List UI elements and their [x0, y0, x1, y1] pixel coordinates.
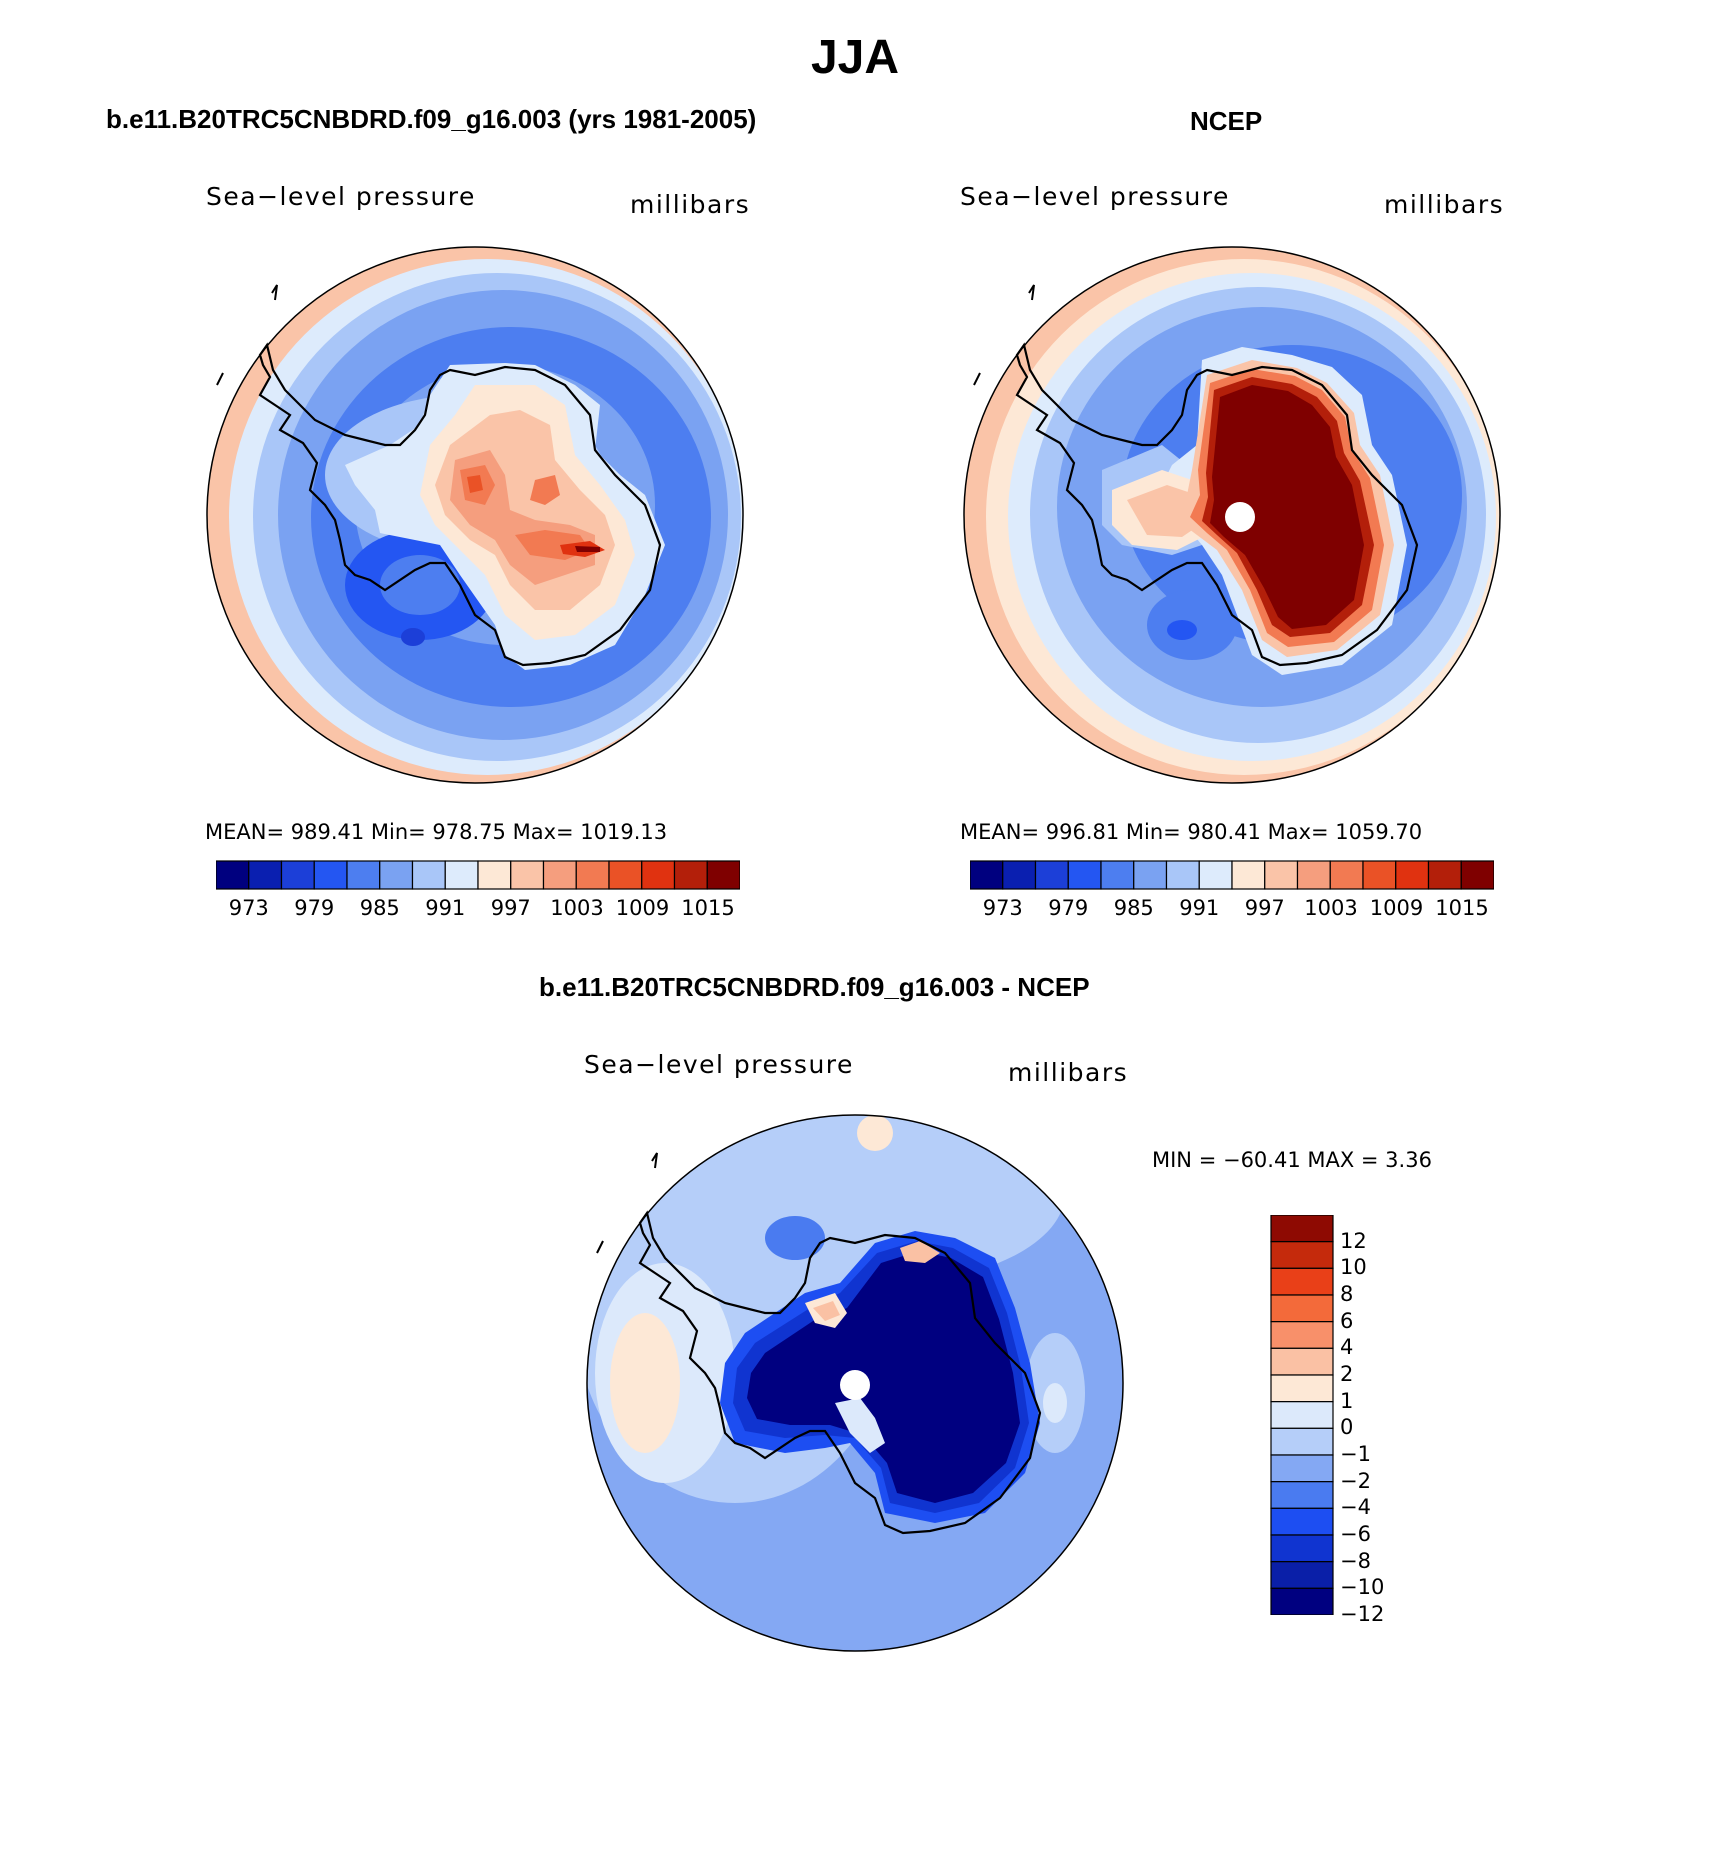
colorbar-swatch	[216, 860, 250, 890]
colorbar-tick-label: 985	[1113, 896, 1154, 920]
colorbar-tick-label: 973	[228, 896, 269, 920]
colorbar-swatch	[1067, 860, 1102, 890]
colorbar-tick-label: 1	[1340, 1388, 1354, 1413]
colorbar-tick-label: −4	[1340, 1495, 1371, 1520]
obs-units-label: millibars	[1384, 190, 1505, 219]
colorbar-tick-label: 1015	[1435, 896, 1489, 920]
colorbar-tick-label: −1	[1340, 1442, 1371, 1466]
colorbar-tick-label: 1015	[681, 896, 735, 920]
model-variable-label: Sea−level pressure	[206, 182, 476, 211]
colorbar-tick-label: −6	[1340, 1522, 1371, 1546]
colorbar-swatch	[1270, 1561, 1334, 1589]
colorbar-swatch	[1198, 860, 1233, 890]
colorbar-swatch	[706, 860, 740, 890]
colorbar-swatch	[1231, 860, 1266, 890]
model-map	[206, 246, 744, 784]
colorbar-swatch	[477, 860, 512, 890]
model-stats: MEAN= 989.41 Min= 978.75 Max= 1019.13	[205, 820, 668, 844]
colorbar-swatch	[510, 860, 545, 890]
page-title: JJA	[810, 31, 900, 84]
colorbar-swatch	[1133, 860, 1168, 890]
diff-colorbar	[1270, 1215, 1334, 1615]
model-colorbar	[216, 860, 740, 890]
colorbar-swatch	[444, 860, 479, 890]
colorbar-swatch	[1034, 860, 1069, 890]
colorbar-tick-label: 997	[1244, 896, 1285, 920]
colorbar-swatch	[575, 860, 610, 890]
colorbar-swatch	[346, 860, 381, 890]
colorbar-swatch	[1270, 1534, 1334, 1563]
diff-units-label: millibars	[1008, 1058, 1129, 1087]
colorbar-swatch	[970, 860, 1004, 890]
colorbar-tick-label: 973	[982, 896, 1023, 920]
colorbar-swatch	[280, 860, 315, 890]
colorbar-tick-label: 1009	[615, 896, 670, 920]
obs-panel-title: NCEP	[1190, 106, 1263, 136]
colorbar-swatch	[1270, 1294, 1334, 1323]
colorbar-tick-label: 8	[1340, 1282, 1354, 1306]
colorbar-swatch	[641, 860, 676, 890]
colorbar-tick-label: 979	[1048, 896, 1089, 920]
colorbar-swatch	[1270, 1507, 1334, 1536]
colorbar-swatch	[673, 860, 708, 890]
colorbar-tick-label: 1003	[550, 896, 604, 920]
colorbar-tick-label: 12	[1340, 1228, 1367, 1253]
colorbar-swatch	[608, 860, 643, 890]
colorbar-tick-label: 991	[1179, 896, 1220, 920]
colorbar-swatch	[542, 860, 577, 890]
colorbar-swatch	[1270, 1454, 1334, 1483]
colorbar-swatch	[1270, 1267, 1334, 1296]
colorbar-tick-label: 985	[359, 896, 400, 920]
colorbar-tick-label: 1003	[1304, 896, 1358, 920]
colorbar-swatch	[1296, 860, 1331, 890]
colorbar-swatch	[1427, 860, 1462, 890]
colorbar-tick-label: 0	[1340, 1415, 1354, 1440]
colorbar-swatch	[1270, 1374, 1334, 1403]
colorbar-swatch	[1270, 1587, 1334, 1615]
obs-variable-label: Sea−level pressure	[960, 182, 1230, 211]
colorbar-swatch	[1329, 860, 1364, 890]
diff-variable-label: Sea−level pressure	[584, 1050, 854, 1079]
colorbar-tick-label: 10	[1340, 1255, 1367, 1280]
colorbar-swatch	[1270, 1401, 1334, 1429]
colorbar-swatch	[1165, 860, 1200, 890]
colorbar-tick-label: 991	[425, 896, 466, 920]
obs-map	[963, 246, 1501, 784]
colorbar-swatch	[1460, 860, 1494, 890]
colorbar-swatch	[1264, 860, 1299, 890]
colorbar-swatch	[248, 860, 283, 890]
colorbar-tick-label: 4	[1340, 1335, 1354, 1360]
diff-map	[586, 1114, 1124, 1652]
colorbar-swatch	[1270, 1481, 1334, 1509]
colorbar-swatch	[1100, 860, 1135, 890]
colorbar-swatch	[1270, 1321, 1334, 1349]
colorbar-swatch	[1270, 1241, 1334, 1269]
colorbar-swatch	[1395, 860, 1430, 890]
obs-colorbar	[970, 860, 1494, 890]
colorbar-swatch	[411, 860, 446, 890]
obs-stats: MEAN= 996.81 Min= 980.41 Max= 1059.70	[960, 820, 1423, 844]
model-panel-title: b.e11.B20TRC5CNBDRD.f09_g16.003 (yrs 198…	[106, 104, 757, 134]
colorbar-tick-label: −2	[1340, 1468, 1371, 1493]
model-units-label: millibars	[630, 190, 751, 219]
colorbar-swatch	[1362, 860, 1397, 890]
colorbar-swatch	[1270, 1215, 1334, 1243]
colorbar-tick-label: 979	[294, 896, 335, 920]
colorbar-tick-label: 1009	[1369, 896, 1424, 920]
colorbar-swatch	[1270, 1427, 1334, 1456]
colorbar-tick-label: 2	[1340, 1362, 1354, 1386]
colorbar-swatch	[1270, 1347, 1334, 1376]
colorbar-tick-label: −10	[1340, 1575, 1385, 1600]
diff-stats: MIN = −60.41 MAX = 3.36	[1152, 1148, 1432, 1172]
colorbar-tick-label: 6	[1340, 1308, 1354, 1333]
colorbar-swatch	[379, 860, 414, 890]
colorbar-swatch	[313, 860, 348, 890]
colorbar-tick-label: −8	[1340, 1548, 1371, 1573]
colorbar-swatch	[1002, 860, 1037, 890]
diff-panel-title: b.e11.B20TRC5CNBDRD.f09_g16.003 - NCEP	[539, 972, 1090, 1002]
colorbar-tick-label: −12	[1340, 1602, 1385, 1626]
colorbar-tick-label: 997	[490, 896, 531, 920]
